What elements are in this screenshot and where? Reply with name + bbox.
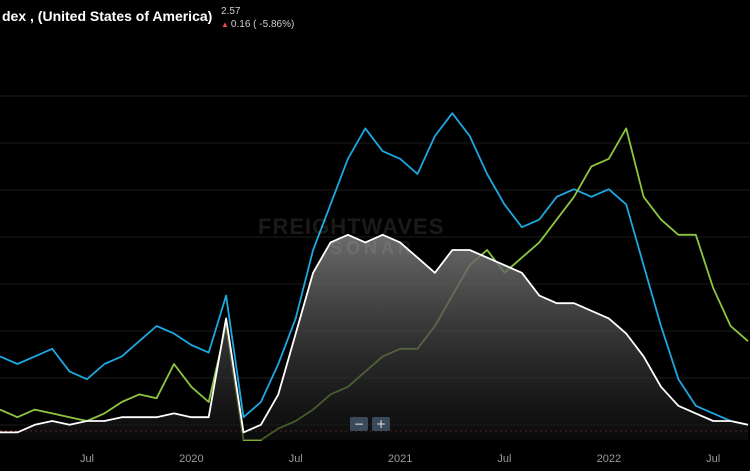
series-area-2 xyxy=(0,234,748,440)
series-change: ▲ 0.16 ( -5.86%) xyxy=(221,19,294,30)
x-tick-label: Jul xyxy=(79,453,94,465)
series-line-0 xyxy=(0,112,749,426)
chart-series-group xyxy=(0,112,749,441)
series-line-2 xyxy=(0,233,749,434)
watermark-logo: FREIGHTWAVES xyxy=(258,214,445,239)
x-tick-label: Jul xyxy=(497,453,512,465)
zoom-out-button[interactable]: − xyxy=(350,417,368,431)
series-current-value: 2.57 xyxy=(221,6,241,17)
x-tick-label: Jul xyxy=(706,453,721,465)
down-arrow-icon: ▲ xyxy=(221,20,229,29)
x-tick-label: 2021 xyxy=(387,453,413,465)
x-tick-label: 2020 xyxy=(179,453,204,465)
x-tick-label: 2022 xyxy=(596,453,622,465)
x-tick-label: Jul xyxy=(288,453,303,465)
series-title: dex , (United States of America) xyxy=(2,8,213,24)
series-change-text: 0.16 ( -5.86%) xyxy=(230,19,295,30)
zoom-in-button[interactable]: + xyxy=(372,417,390,431)
watermark-subtitle: SONAR xyxy=(330,238,416,258)
